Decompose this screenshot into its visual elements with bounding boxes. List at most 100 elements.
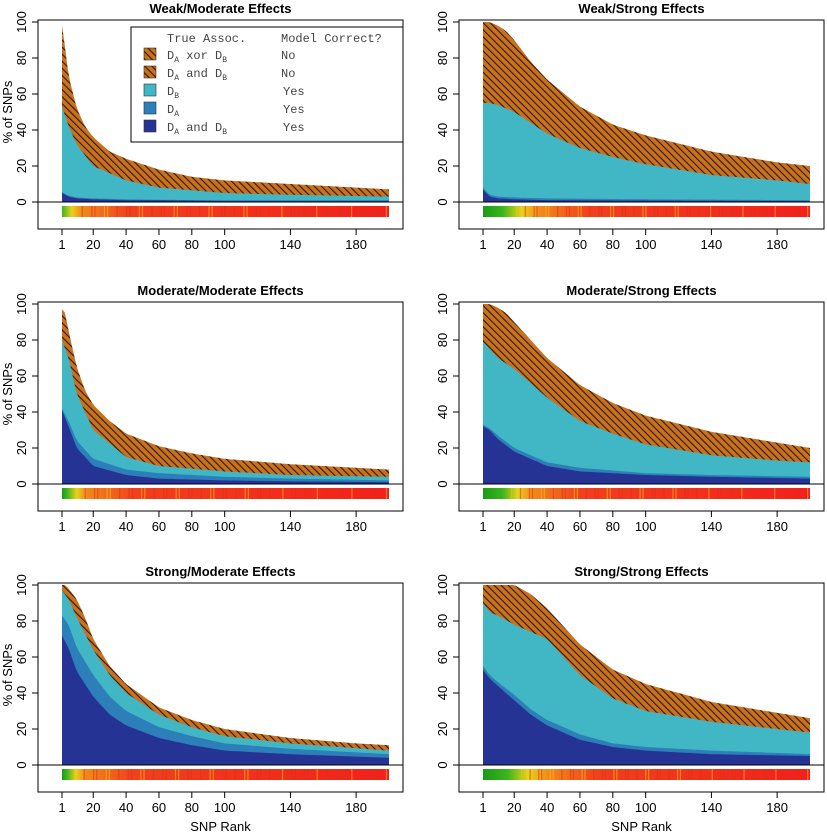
rank-strip-streak [807,488,809,499]
rank-strip-streak [128,488,130,499]
rank-strip-streak [519,488,522,499]
y-tick-label: 0 [435,198,450,205]
rank-strip-streak [303,206,305,217]
rank-strip-streak [360,206,362,217]
rank-strip-streak [642,206,644,217]
x-tick-label: 100 [635,237,657,252]
rank-strip-streak [540,488,543,499]
rank-strip-streak [243,206,245,217]
x-tick-label: 140 [280,237,302,252]
rank-strip-streak [717,488,719,499]
rank-strip-streak [109,488,111,499]
rank-strip-streak [742,206,744,217]
rank-strip-streak [269,769,271,780]
rank-strip-streak [165,769,167,780]
rank-strip-streak [651,488,653,499]
rank-strip-streak [233,206,235,217]
rank-strip-streak [376,488,378,499]
rank-strip-streak [648,769,650,780]
rank-strip-streak [684,488,686,499]
rank-strip-streak [222,488,224,499]
rank-strip-streak [568,206,571,217]
rank-strip-streak [730,206,732,217]
rank-strip-streak [351,769,353,780]
x-tick-label: 40 [540,237,554,252]
x-axis-label: SNP Rank [611,819,672,834]
rank-strip-streak [659,769,661,780]
rank-strip-streak [798,488,800,499]
area-series-2 [62,615,389,765]
rank-strip-streak [151,206,153,217]
rank-strip-streak [548,206,550,217]
rank-strip-streak [293,206,296,217]
x-tick-label: 100 [214,237,236,252]
area-series-3 [483,341,810,484]
rank-strip-streak [674,206,676,217]
x-tick-label: 80 [606,519,620,534]
rank-strip-streak [807,206,809,217]
rank-strip-streak [743,769,745,780]
y-tick-label: 20 [14,441,29,455]
rank-strip-streak [338,488,340,499]
rank-strip-streak [246,206,248,217]
rank-strip-streak [624,769,627,780]
rank-strip-streak [510,488,513,499]
x-tick-label: 180 [345,800,367,815]
y-tick-label: 40 [14,686,29,700]
rank-strip-streak [307,488,309,499]
y-axis-label: % of SNPs [0,362,15,425]
x-tick-label: 60 [152,519,166,534]
y-tick-label: 60 [14,369,29,383]
rank-strip-streak [373,769,375,780]
legend-swatch [143,47,157,61]
rank-strip-streak [630,488,632,499]
rank-strip-streak [385,206,388,217]
rank-strip-streak [268,206,270,217]
rank-strip-streak [783,769,786,780]
rank-strip [483,206,810,217]
rank-strip-streak [259,769,262,780]
rank-strip-streak [200,769,202,780]
x-tick-label: 1 [58,519,65,534]
rank-strip-streak [573,488,575,499]
rank-strip-streak [257,488,259,499]
rank-strip-streak [569,769,572,780]
y-tick-label: 100 [435,574,450,596]
rank-strip-streak [118,769,120,780]
x-tick-label: 140 [701,237,723,252]
rank-strip-streak [687,488,689,499]
rank-strip-streak [351,488,353,499]
rank-strip-streak [224,206,226,217]
rank-strip-streak [107,206,109,217]
x-tick-label: 1 [479,800,486,815]
legend-assoc-label: DA and DB [167,121,227,137]
rank-strip-streak [244,769,246,780]
area-series-3 [62,106,389,202]
rank-strip-streak [140,769,142,780]
y-axis-label: % of SNPs [0,643,15,706]
rank-strip-streak [729,488,731,499]
rank-strip-streak [259,206,261,217]
x-tick-label: 60 [573,519,587,534]
rank-strip-streak [584,769,586,780]
y-tick-label: 80 [435,614,450,628]
rank-strip-streak [290,206,292,217]
rank-strip-streak [665,206,668,217]
rank-strip-streak [677,206,679,217]
rank-strip-streak [708,488,710,499]
rank-strip-streak [720,769,722,780]
rank-strip-streak [733,206,735,217]
rank-strip-streak [645,206,647,217]
x-tick-label: 100 [635,800,657,815]
rank-strip-streak [175,488,177,499]
y-tick-label: 0 [14,480,29,487]
y-tick-label: 80 [435,333,450,347]
rank-strip-streak [732,488,734,499]
rank-strip-streak [198,206,201,217]
rank-strip-streak [576,488,578,499]
rank-strip-streak [247,488,249,499]
rank-strip-streak [138,206,140,217]
y-tick-label: 0 [14,198,29,205]
rank-strip-streak [639,488,641,499]
rank-strip-streak [304,488,306,499]
